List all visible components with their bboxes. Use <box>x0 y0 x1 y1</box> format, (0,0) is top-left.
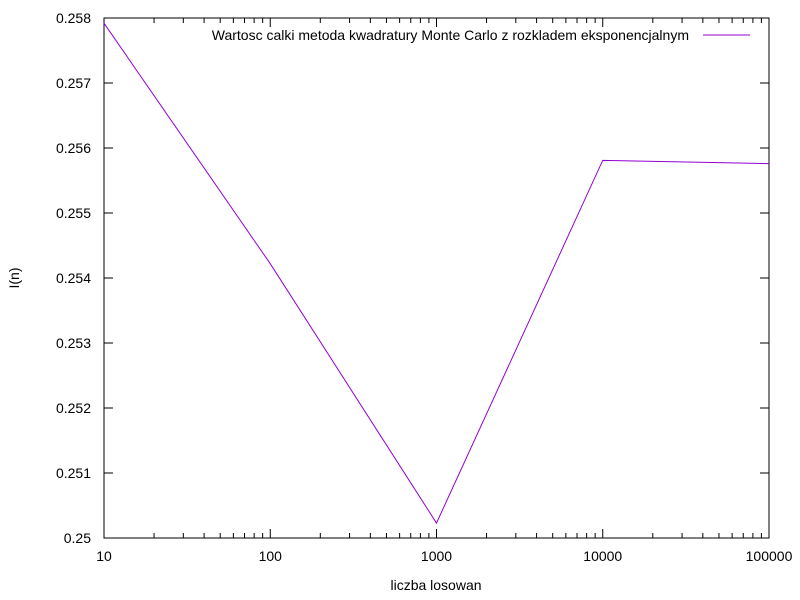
legend-label: Wartosc calki metoda kwadratury Monte Ca… <box>212 27 689 43</box>
x-tick-label: 10000 <box>583 548 622 564</box>
y-tick-label: 0.254 <box>56 270 91 286</box>
plot-frame <box>103 17 770 539</box>
x-tick-label: 100000 <box>746 548 793 564</box>
y-tick-label: 0.257 <box>56 75 91 91</box>
y-tick-label: 0.251 <box>56 465 91 481</box>
series-lines <box>103 22 770 525</box>
y-tick-label: 0.253 <box>56 335 91 351</box>
y-tick-label: 0.25 <box>64 530 91 546</box>
x-axis-title: liczba losowan <box>390 577 481 593</box>
axis-tick-labels: 0.25 0.251 0.252 0.253 0.254 0.255 0.256 0.257 0… <box>56 10 793 564</box>
legend: Wartosc calki metoda kwadratury Monte Ca… <box>212 27 750 43</box>
x-tick-label: 100 <box>259 548 283 564</box>
x-tick-label: 1000 <box>421 548 452 564</box>
y-tick-label: 0.255 <box>56 205 91 221</box>
y-tick-label: 0.252 <box>56 400 91 416</box>
axis-ticks <box>103 17 770 539</box>
y-tick-label: 0.258 <box>56 10 91 26</box>
series-line <box>103 22 770 525</box>
x-tick-label: 10 <box>96 548 112 564</box>
y-tick-label: 0.256 <box>56 140 91 156</box>
y-axis-title: I(n) <box>6 268 22 289</box>
